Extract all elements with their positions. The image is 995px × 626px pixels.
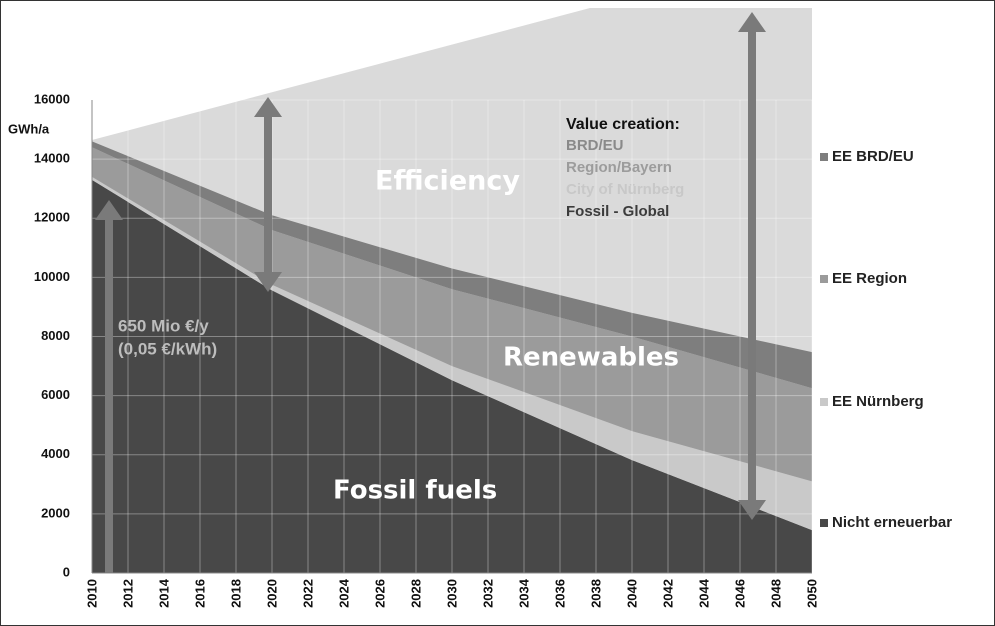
y-tick-label: 8000 — [41, 328, 70, 343]
y-tick-label: 14000 — [34, 151, 70, 166]
legend-swatch — [820, 153, 828, 161]
arrow — [738, 12, 766, 520]
x-tick-label: 2014 — [156, 578, 171, 608]
arrow-head — [95, 200, 123, 220]
area-layer — [92, 179, 812, 573]
legend-swatch — [820, 519, 828, 527]
x-tick-label: 2038 — [588, 579, 603, 608]
x-tick-label: 2020 — [264, 579, 279, 608]
arrow-shaft — [105, 214, 113, 573]
y-tick-label: 4000 — [41, 446, 70, 461]
y-tick-label: 10000 — [34, 269, 70, 284]
x-tick-label: 2048 — [768, 579, 783, 608]
y-tick-label: 12000 — [34, 210, 70, 225]
arrow-head — [254, 272, 282, 292]
x-tick-label: 2042 — [660, 579, 675, 608]
y-tick-label: 6000 — [41, 387, 70, 402]
legend-label: EE Nürnberg — [832, 393, 924, 410]
x-tick-label: 2044 — [696, 578, 711, 608]
annotation: Fossil - Global — [566, 203, 669, 220]
arrow-head — [738, 500, 766, 520]
area-layer — [92, 176, 812, 531]
annotation: Region/Bayern — [566, 159, 672, 176]
annotation: Renewables — [503, 343, 679, 373]
x-tick-label: 2050 — [804, 579, 819, 608]
y-tick-label: 16000 — [34, 91, 70, 106]
x-tick-label: 2016 — [192, 579, 207, 608]
x-tick-label: 2010 — [84, 579, 99, 608]
x-tick-label: 2034 — [516, 578, 531, 608]
x-tick-label: 2018 — [228, 579, 243, 608]
legend-label: EE BRD/EU — [832, 148, 914, 165]
arrow-head — [254, 97, 282, 117]
y-axis-label: GWh/a — [8, 121, 50, 136]
x-tick-label: 2040 — [624, 579, 639, 608]
annotation: BRD/EU — [566, 137, 624, 154]
x-tick-label: 2024 — [336, 578, 351, 608]
legend-label: Nicht erneuerbar — [832, 514, 952, 531]
annotation: 650 Mio €/y — [118, 316, 209, 335]
annotation: Efficiency — [375, 166, 520, 197]
legend-swatch — [820, 275, 828, 283]
x-tick-label: 2026 — [372, 579, 387, 608]
x-tick-label: 2028 — [408, 579, 423, 608]
y-tick-label: 2000 — [41, 505, 70, 520]
area-layer — [92, 141, 812, 389]
annotation: Fossil fuels — [333, 476, 497, 506]
x-tick-label: 2012 — [120, 579, 135, 608]
x-tick-label: 2032 — [480, 579, 495, 608]
arrow — [95, 200, 123, 573]
arrow-head — [738, 12, 766, 32]
y-tick-label: 0 — [63, 564, 70, 579]
annotation: Value creation: — [566, 116, 680, 133]
annotation: (0,05 €/kWh) — [118, 339, 217, 358]
x-tick-label: 2036 — [552, 579, 567, 608]
arrow — [254, 97, 282, 292]
annotation: City of Nürnberg — [566, 181, 684, 198]
arrow-shaft — [264, 111, 272, 278]
legend-swatch — [820, 398, 828, 406]
legend-label: EE Region — [832, 270, 907, 287]
x-tick-label: 2030 — [444, 579, 459, 608]
x-tick-label: 2022 — [300, 579, 315, 608]
x-tick-label: 2046 — [732, 579, 747, 608]
arrow-shaft — [748, 26, 756, 506]
